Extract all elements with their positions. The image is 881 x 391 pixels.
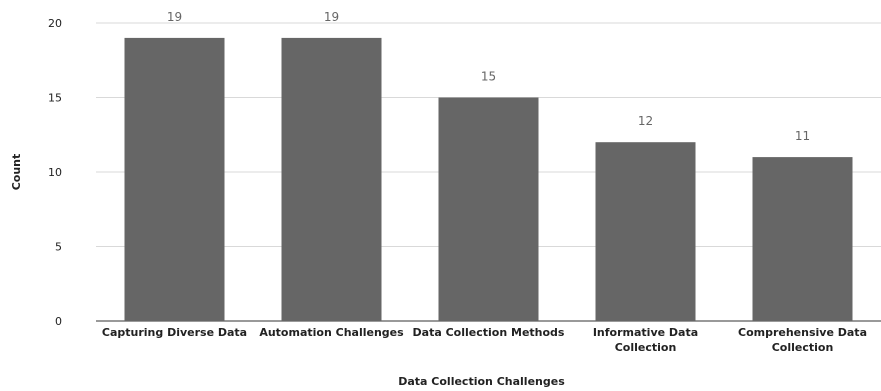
y-tick-label: 0 bbox=[55, 315, 62, 328]
x-axis-category-labels: Capturing Diverse Data Automation Challen… bbox=[102, 326, 867, 354]
y-tick-label: 5 bbox=[55, 241, 62, 254]
y-axis-ticks: 0 5 10 15 20 bbox=[48, 17, 62, 328]
bar bbox=[595, 142, 696, 321]
data-label: 12 bbox=[638, 114, 653, 128]
value-labels: 19 19 15 12 11 bbox=[167, 10, 810, 143]
x-axis-title: Data Collection Challenges bbox=[398, 375, 565, 388]
data-label: 19 bbox=[167, 10, 182, 24]
data-label: 11 bbox=[795, 129, 810, 143]
bar bbox=[752, 157, 853, 321]
data-label: 19 bbox=[324, 10, 339, 24]
x-tick-label: Collection bbox=[615, 341, 677, 354]
x-tick-label: Informative Data bbox=[593, 326, 698, 339]
y-tick-label: 10 bbox=[48, 166, 62, 179]
bar bbox=[438, 97, 539, 321]
data-label: 15 bbox=[481, 70, 496, 84]
bars bbox=[124, 37, 853, 322]
x-tick-label: Automation Challenges bbox=[259, 326, 404, 339]
x-tick-label: Data Collection Methods bbox=[413, 326, 565, 339]
y-axis-title: Count bbox=[10, 154, 23, 191]
x-tick-label: Collection bbox=[772, 341, 834, 354]
bar bbox=[281, 37, 382, 322]
x-tick-label: Capturing Diverse Data bbox=[102, 326, 247, 339]
bar bbox=[124, 37, 225, 322]
x-tick-label: Comprehensive Data bbox=[738, 326, 867, 339]
y-tick-label: 20 bbox=[48, 17, 62, 30]
y-tick-label: 15 bbox=[48, 92, 62, 105]
